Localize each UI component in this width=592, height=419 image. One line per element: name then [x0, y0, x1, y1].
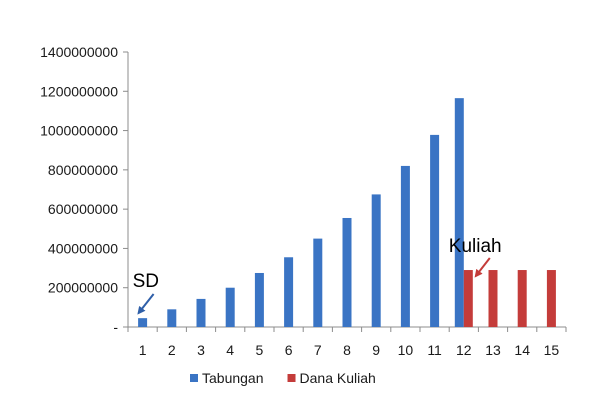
x-tick-label: 8 — [343, 342, 351, 358]
bar-dana-kuliah — [546, 270, 556, 327]
bar-tabungan — [225, 287, 235, 327]
annotation-sd-arrow — [137, 293, 155, 315]
chart-bars — [138, 98, 556, 328]
x-tick-label: 4 — [226, 342, 234, 358]
x-tick-label: 14 — [514, 342, 530, 358]
x-tick-label: 12 — [456, 342, 472, 358]
annotation-sd-label: SD — [133, 271, 159, 292]
annotation-kuliah-label: Kuliah — [449, 236, 502, 257]
bar-tabungan — [430, 134, 440, 327]
bar-tabungan — [254, 272, 264, 327]
bar-tabungan — [454, 98, 464, 328]
bar-tabungan — [400, 165, 410, 327]
x-tick-label: 6 — [285, 342, 293, 358]
y-tick-label: - — [113, 319, 118, 335]
y-tick-label: 600000000 — [48, 201, 118, 217]
x-tick-label: 11 — [427, 342, 442, 358]
y-tick-label: 1400000000 — [40, 44, 118, 60]
bar-tabungan — [284, 257, 294, 327]
x-tick-label: 1 — [139, 342, 147, 358]
y-tick-label: 200000000 — [48, 280, 118, 296]
x-tick-label: 7 — [314, 342, 322, 358]
x-tick-label: 2 — [168, 342, 176, 358]
legend-swatch — [190, 374, 198, 382]
x-tick-label: 9 — [372, 342, 380, 358]
legend-swatch — [287, 374, 296, 382]
y-tick-label: 400000000 — [48, 240, 118, 256]
bar-tabungan — [138, 318, 148, 327]
y-tick-label: 1000000000 — [40, 123, 118, 139]
y-tick-label: 1200000000 — [40, 83, 118, 99]
annotation-kuliah-arrow — [474, 257, 491, 278]
legend-label: Dana Kuliah — [300, 370, 376, 386]
bar-tabungan — [342, 217, 352, 327]
chart-legend: Tabungan Dana Kuliah — [190, 370, 376, 386]
x-tick-label: 13 — [485, 342, 501, 358]
legend-label: Tabungan — [202, 370, 264, 386]
x-tick-label: 3 — [197, 342, 205, 358]
bar-tabungan — [196, 298, 206, 327]
y-tick-labels: - 200000000 400000000 600000000 800000000 100… — [40, 44, 118, 335]
bar-dana-kuliah — [463, 270, 473, 327]
bar-dana-kuliah — [517, 270, 527, 327]
x-tick-label: 15 — [544, 342, 560, 358]
y-tick-label: 800000000 — [48, 162, 118, 178]
bar-dana-kuliah — [488, 270, 498, 327]
x-tick-labels: 1 2 3 4 5 6 7 8 9 10 11 12 13 14 15 — [139, 342, 560, 358]
bar-tabungan — [167, 309, 177, 327]
chart-annotations: SD Kuliah — [133, 236, 502, 315]
x-tick-label: 5 — [256, 342, 264, 358]
x-tick-label: 10 — [398, 342, 414, 358]
bar-tabungan — [313, 238, 323, 327]
bar-tabungan — [371, 194, 381, 327]
